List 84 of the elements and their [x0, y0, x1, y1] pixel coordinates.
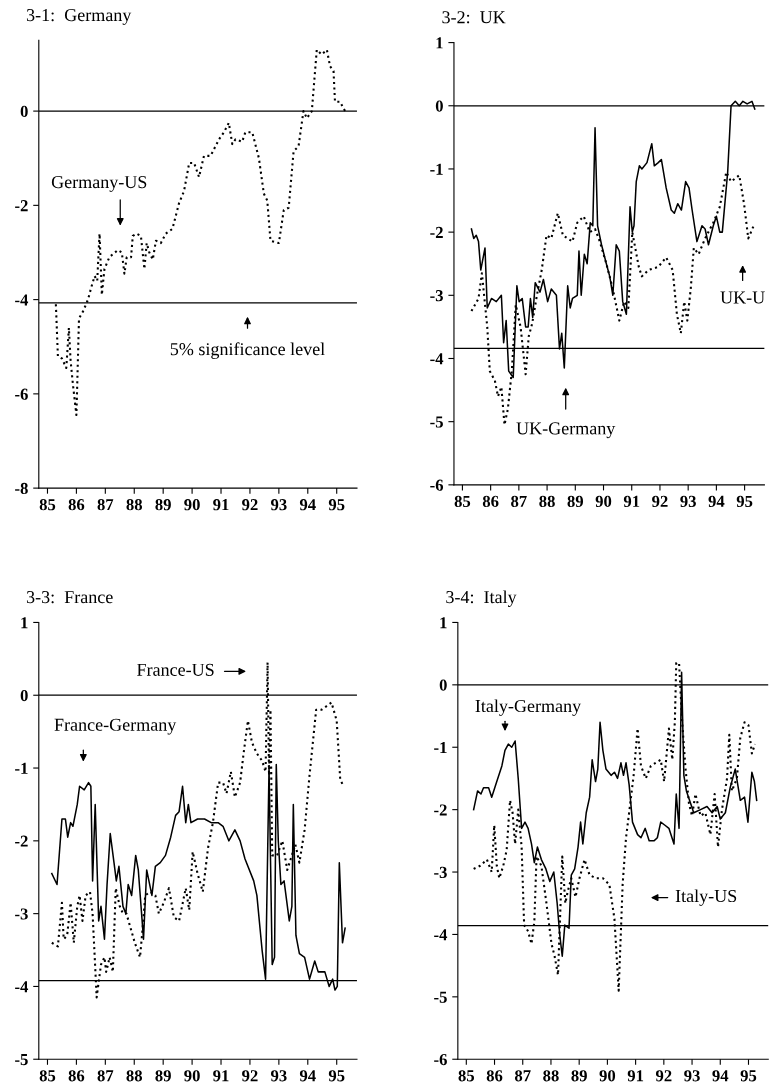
y-tick-label: -6 [430, 479, 444, 491]
annotation: UK-Germany [516, 422, 616, 439]
chart-title: 3-3: France [26, 591, 113, 604]
y-tick-label: 1 [440, 617, 447, 629]
y-tick-label: -4 [15, 981, 29, 993]
x-tick-label: 92 [242, 499, 258, 511]
x-tick-label: 92 [652, 495, 668, 507]
x-tick-label: 87 [514, 1070, 531, 1082]
x-tick-label: 93 [270, 499, 287, 511]
annotation: Germany-US [51, 176, 147, 192]
chart-title: 3-1: Germany [26, 9, 132, 25]
x-tick-label: 89 [567, 495, 584, 507]
annotation: France-Germany [54, 718, 177, 735]
y-tick-label: -2 [430, 226, 443, 238]
x-tick-label: 87 [97, 1070, 114, 1082]
x-tick-label: 85 [39, 1070, 56, 1082]
y-tick-label: -4 [15, 294, 29, 306]
y-tick-label: -6 [434, 1053, 447, 1066]
x-tick-label: 95 [740, 1070, 757, 1082]
x-tick-label: 87 [511, 495, 527, 507]
annotation: UK-U [720, 291, 765, 304]
y-tick-label: -8 [15, 482, 28, 495]
x-tick-label: 89 [155, 1070, 171, 1082]
x-tick-label: 91 [627, 1070, 644, 1082]
chart-title: 3-4: Italy [446, 590, 517, 607]
x-tick-label: 91 [213, 1070, 229, 1082]
x-tick-label: 86 [482, 495, 499, 507]
y-tick-label: -2 [15, 835, 28, 847]
x-tick-label: 85 [454, 495, 471, 507]
y-tick-label: -3 [430, 290, 443, 302]
y-tick-label: 0 [20, 689, 28, 702]
x-tick-label: 94 [708, 495, 725, 507]
x-tick-label: 93 [270, 1070, 287, 1082]
x-tick-label: 88 [126, 1070, 143, 1082]
x-tick-label: 91 [623, 495, 640, 507]
x-tick-label: 95 [328, 499, 345, 511]
x-tick-label: 88 [543, 1070, 559, 1082]
x-tick-label: 86 [68, 499, 85, 511]
x-tick-label: 95 [736, 495, 753, 507]
y-tick-label: 0 [439, 679, 447, 691]
x-tick-label: 88 [126, 499, 143, 511]
annotation: 5% significance level [170, 342, 325, 359]
x-tick-label: 90 [184, 499, 200, 511]
chart-title: 3-2: UK [442, 11, 506, 24]
x-tick-label: 89 [155, 499, 171, 511]
x-tick-label: 92 [655, 1070, 672, 1082]
x-tick-label: 89 [571, 1070, 587, 1082]
y-tick-label: -4 [430, 353, 444, 365]
x-tick-label: 86 [68, 1070, 85, 1082]
annotation: France-US [137, 663, 214, 676]
y-tick-label: -6 [15, 388, 28, 400]
y-tick-label: -1 [434, 742, 447, 754]
y-tick-label: -2 [434, 804, 447, 816]
x-tick-label: 88 [539, 495, 555, 507]
y-tick-label: -5 [15, 1054, 28, 1066]
x-tick-label: 91 [213, 499, 229, 511]
x-tick-label: 94 [712, 1070, 729, 1082]
x-tick-label: 93 [680, 495, 696, 507]
x-tick-label: 93 [684, 1070, 700, 1082]
y-tick-label: -1 [430, 163, 443, 175]
y-tick-label: -1 [15, 762, 28, 774]
annotation: Italy-Germany [475, 699, 582, 716]
x-tick-label: 85 [39, 499, 56, 511]
x-tick-label: 90 [184, 1070, 200, 1082]
x-tick-label: 90 [595, 495, 612, 507]
annotation: Italy-US [675, 889, 737, 906]
x-tick-label: 86 [486, 1070, 503, 1082]
x-tick-label: 90 [599, 1070, 616, 1082]
y-tick-label: -2 [15, 200, 28, 212]
y-tick-label: -5 [430, 416, 443, 428]
y-tick-label: -3 [15, 908, 28, 920]
x-tick-label: 94 [299, 1070, 316, 1082]
x-tick-label: 94 [299, 499, 316, 511]
y-tick-label: 1 [21, 617, 28, 629]
y-tick-label: -4 [434, 929, 448, 941]
y-tick-label: -5 [434, 991, 447, 1003]
y-tick-label: 0 [435, 100, 443, 112]
y-tick-label: 0 [20, 105, 28, 118]
x-tick-label: 85 [458, 1070, 475, 1082]
x-tick-label: 95 [328, 1070, 345, 1082]
y-tick-label: -3 [434, 866, 447, 878]
x-tick-label: 92 [242, 1070, 258, 1082]
x-tick-label: 87 [97, 499, 114, 511]
y-tick-label: 1 [436, 37, 443, 49]
